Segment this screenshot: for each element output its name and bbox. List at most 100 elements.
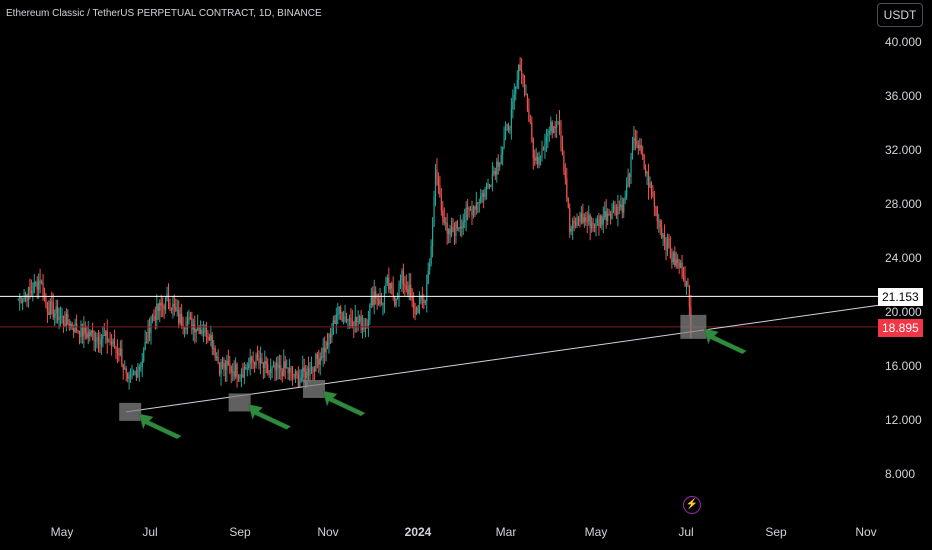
horizontal-level-tag: 21.153 (878, 288, 923, 306)
candle-body (573, 220, 575, 223)
candle-body (383, 293, 386, 305)
candle-body (453, 231, 456, 237)
candle-body (195, 329, 197, 333)
highlight-box (228, 393, 251, 412)
candle-body (147, 324, 149, 343)
candle-body (615, 210, 618, 216)
candle-body (452, 226, 454, 232)
candle-body (162, 305, 164, 307)
candle-body (221, 362, 224, 368)
candle-body (24, 294, 27, 297)
candle-body (554, 126, 556, 129)
candle-body (132, 373, 135, 375)
candle-body (440, 197, 442, 211)
candle-body (328, 334, 330, 347)
candle-body (506, 124, 508, 129)
currency-button[interactable]: USDT (877, 3, 923, 27)
candle-body (70, 323, 72, 328)
candle-body (188, 317, 190, 322)
candle-body (359, 316, 361, 322)
candle-body (611, 210, 613, 219)
candle-body (513, 94, 515, 102)
candle-body (287, 367, 289, 373)
candle-body (258, 359, 260, 364)
candle-body (499, 163, 501, 167)
candle-body (310, 366, 313, 374)
candle-body (58, 317, 60, 321)
candle-body (649, 183, 651, 188)
candle-body (372, 297, 374, 306)
candle-body (500, 154, 502, 164)
candle-body (415, 307, 418, 314)
candle-body (380, 298, 383, 306)
candle-body (216, 356, 218, 358)
candle-body (668, 238, 670, 249)
candle-body (620, 204, 622, 207)
candle-body (617, 206, 619, 216)
candle-body (90, 330, 92, 336)
candle-body (86, 333, 88, 338)
candle-body (297, 374, 299, 387)
candle-body (36, 282, 38, 290)
candle-body (592, 222, 594, 225)
candle-body (682, 276, 685, 278)
candle-body (108, 341, 110, 343)
candle-body (351, 321, 353, 328)
candle-body (51, 301, 53, 303)
candle-body (624, 196, 626, 200)
candle-body (458, 228, 460, 230)
candle-body (106, 331, 108, 342)
candle-body (148, 324, 151, 334)
candle-body (223, 363, 225, 368)
time-tick: May (584, 525, 608, 539)
candle-body (302, 367, 304, 378)
candle-body (502, 147, 504, 155)
candle-body (116, 348, 119, 354)
candle-body (245, 367, 247, 369)
candle-body (414, 308, 416, 314)
candle-body (239, 376, 241, 378)
highlight-box (680, 314, 707, 339)
candle-body (286, 367, 288, 369)
candle-body (312, 366, 314, 369)
candle-body (685, 281, 688, 287)
candle-body (572, 220, 574, 229)
candle-body (345, 316, 348, 321)
last-price-tag: 18.895 (878, 319, 923, 337)
candle-body (488, 183, 491, 187)
candle-body (32, 292, 34, 294)
candle-body (585, 217, 587, 222)
candle-body (131, 374, 133, 376)
candle-body (601, 216, 603, 225)
candle-body (309, 373, 311, 376)
candle-body (509, 128, 511, 131)
lightning-icon[interactable]: ⚡ (683, 496, 701, 514)
candle-body (335, 314, 337, 324)
candle-body (305, 371, 307, 379)
candle-body (662, 234, 664, 238)
candle-body (408, 284, 410, 295)
candle-body (334, 320, 336, 324)
candle-body (609, 214, 612, 219)
candle-body (385, 283, 387, 294)
candle-body (264, 361, 266, 369)
candle-body (480, 195, 482, 203)
candle-body (589, 215, 591, 229)
candle-body (220, 362, 222, 374)
candle-body (569, 207, 571, 232)
candle-body (373, 291, 375, 306)
candle-body (599, 216, 601, 227)
candle-body (283, 361, 285, 377)
candle-body (252, 361, 254, 363)
candle-body (579, 219, 581, 222)
candle-body (137, 370, 139, 378)
candle-body (570, 228, 572, 232)
candle-body (564, 171, 566, 179)
candle-body (29, 287, 31, 292)
candle-body (39, 280, 41, 283)
candle-body (612, 205, 615, 211)
candle-body (163, 305, 165, 310)
candle-body (230, 366, 232, 373)
